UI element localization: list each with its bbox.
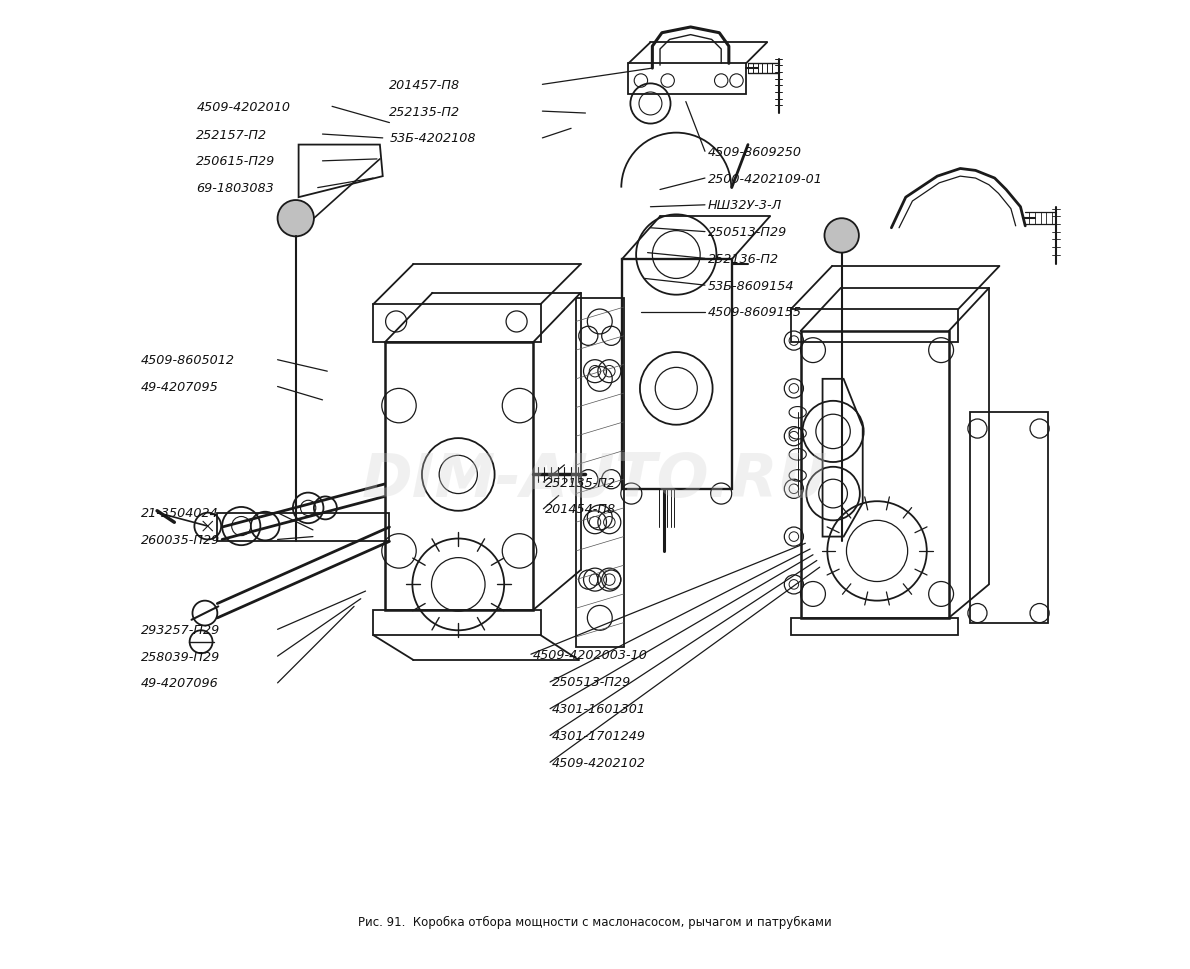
Text: 4509-8605012: 4509-8605012: [140, 354, 234, 367]
Text: 250513-П29: 250513-П29: [708, 226, 787, 238]
Bar: [374, 305, 540, 343]
Bar: [801, 331, 948, 618]
Text: 252157-П2: 252157-П2: [196, 129, 268, 141]
Text: 49-4207096: 49-4207096: [140, 676, 219, 690]
Text: 260035-П29: 260035-П29: [140, 533, 220, 547]
Text: 49-4207095: 49-4207095: [140, 381, 219, 393]
Text: 4509-8609250: 4509-8609250: [708, 145, 802, 159]
Text: 250615-П29: 250615-П29: [196, 155, 276, 169]
Text: 2500-4202109-01: 2500-4202109-01: [708, 172, 822, 185]
Text: НШ32У-3-Л: НШ32У-3-Л: [708, 199, 782, 212]
Text: DIM-AUTO.RU: DIM-AUTO.RU: [362, 451, 828, 509]
Circle shape: [277, 201, 314, 237]
Text: 252136-П2: 252136-П2: [708, 253, 779, 266]
Text: Рис. 91.  Коробка отбора мощности с маслонасосом, рычагом и патрубками: Рис. 91. Коробка отбора мощности с масло…: [358, 916, 832, 928]
Bar: [791, 618, 958, 636]
Text: 293257-П29: 293257-П29: [140, 623, 220, 637]
Bar: [791, 310, 958, 343]
Text: 53Б-8609154: 53Б-8609154: [708, 279, 794, 293]
Text: 258039-П29: 258039-П29: [140, 650, 220, 663]
Text: 252135-П2: 252135-П2: [545, 476, 616, 489]
Text: 4301-1601301: 4301-1601301: [552, 703, 646, 715]
Bar: [384, 343, 533, 610]
Bar: [374, 610, 540, 636]
Bar: [970, 413, 1048, 623]
Text: 53Б-4202108: 53Б-4202108: [389, 132, 476, 145]
Text: 201454-П8: 201454-П8: [545, 503, 616, 516]
Circle shape: [825, 219, 859, 253]
Text: 4301-1701249: 4301-1701249: [552, 730, 646, 742]
Text: 4509-4202003-10: 4509-4202003-10: [533, 648, 647, 661]
Text: 4509-8609155: 4509-8609155: [708, 306, 802, 319]
Text: 69-1803083: 69-1803083: [196, 182, 274, 195]
Text: 4509-4202102: 4509-4202102: [552, 756, 646, 769]
Bar: [628, 64, 746, 95]
Text: 250513-П29: 250513-П29: [552, 675, 631, 689]
Text: 252135-П2: 252135-П2: [389, 106, 461, 118]
Text: 201457-П8: 201457-П8: [389, 78, 461, 92]
Text: 21-3504024: 21-3504024: [140, 507, 219, 519]
Bar: [621, 260, 732, 489]
Text: 4509-4202010: 4509-4202010: [196, 101, 290, 113]
